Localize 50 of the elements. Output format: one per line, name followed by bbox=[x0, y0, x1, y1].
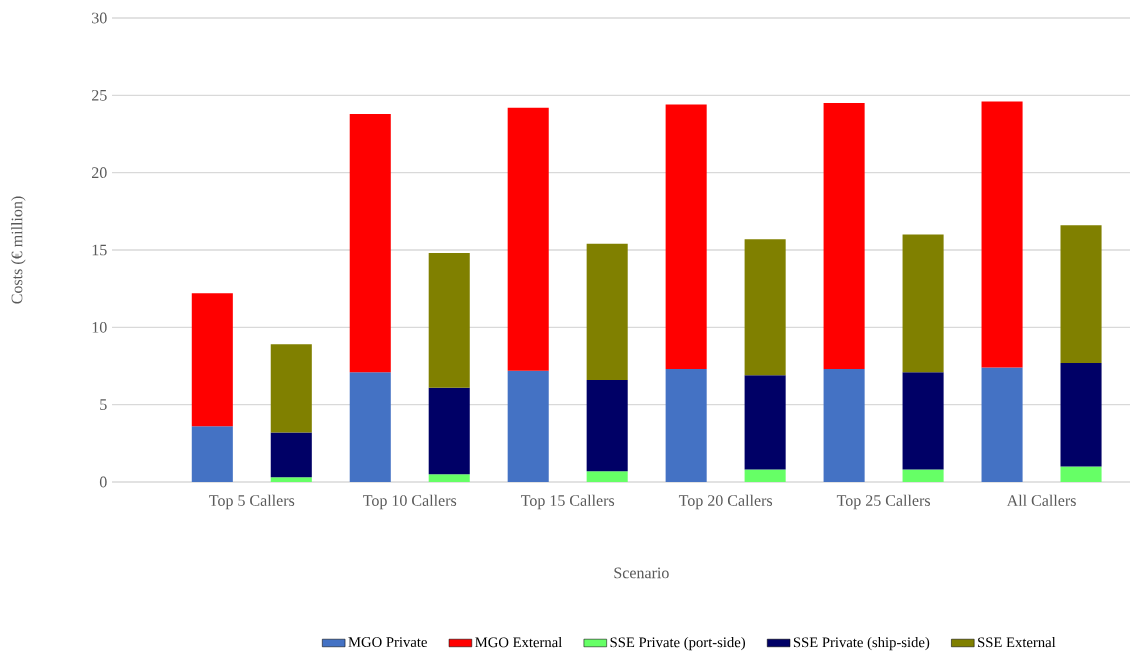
y-axis-title: Costs (€ million) bbox=[11, 196, 26, 304]
legend-label: SSE Private (ship-side) bbox=[793, 636, 930, 651]
bar bbox=[1060, 466, 1102, 482]
bar bbox=[665, 104, 707, 370]
bar bbox=[586, 471, 628, 482]
x-tick-label: Top 20 Callers bbox=[678, 494, 773, 510]
bar bbox=[902, 234, 944, 373]
bar bbox=[191, 293, 233, 427]
y-tick-label: 25 bbox=[92, 89, 107, 101]
y-tick-label: 20 bbox=[92, 167, 107, 179]
bar bbox=[744, 469, 786, 482]
bar bbox=[981, 367, 1023, 482]
bar bbox=[586, 379, 628, 472]
y-tick-label: 5 bbox=[100, 399, 107, 410]
bar bbox=[902, 469, 944, 482]
bar bbox=[902, 372, 944, 470]
legend-label: SSE Private (port-side) bbox=[610, 636, 746, 651]
bar bbox=[1060, 225, 1102, 363]
bar bbox=[428, 474, 470, 482]
bar bbox=[428, 253, 470, 388]
x-axis-title: Scenario bbox=[614, 567, 669, 579]
x-tick-label: Top 25 Callers bbox=[836, 494, 931, 510]
y-tick-label: 30 bbox=[92, 12, 107, 24]
legend-label: MGO Private bbox=[348, 637, 427, 647]
legend-label: MGO External bbox=[475, 636, 562, 648]
y-tick-label: 0 bbox=[99, 476, 107, 488]
x-tick-label: Top 15 Callers bbox=[521, 494, 615, 510]
bar bbox=[665, 369, 707, 482]
bar bbox=[981, 101, 1023, 368]
y-tick-label: 10 bbox=[92, 321, 107, 333]
legend-label: SSE External bbox=[978, 636, 1056, 648]
bar bbox=[586, 243, 628, 380]
bar bbox=[744, 239, 786, 376]
bar bbox=[1060, 362, 1102, 467]
y-tick-label: 15 bbox=[92, 244, 107, 256]
bar bbox=[428, 387, 470, 475]
bar bbox=[507, 370, 549, 482]
x-tick-label: All Callers bbox=[1006, 494, 1076, 506]
bar bbox=[270, 344, 312, 433]
bar bbox=[349, 372, 391, 482]
bar bbox=[823, 103, 865, 370]
bar bbox=[191, 426, 233, 482]
x-tick-label: Top 5 Callers bbox=[209, 494, 295, 510]
bar bbox=[823, 369, 865, 482]
bar bbox=[744, 375, 786, 470]
bar bbox=[507, 107, 549, 371]
x-tick-label: Top 10 Callers bbox=[363, 494, 457, 510]
bar bbox=[270, 477, 312, 482]
bar bbox=[349, 113, 391, 373]
bar bbox=[270, 432, 312, 478]
